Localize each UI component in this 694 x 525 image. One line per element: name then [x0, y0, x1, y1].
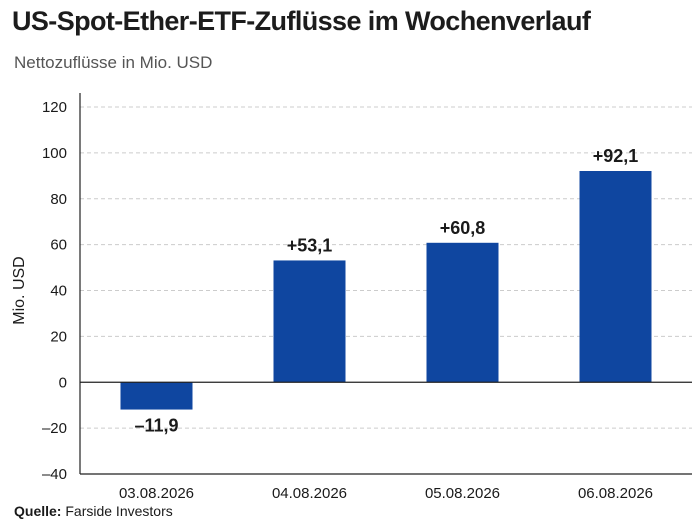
- source-note: Quelle: Farside Investors: [14, 503, 173, 519]
- y-tick-label: 20: [50, 328, 67, 345]
- x-tick-label: 06.08.2026: [578, 485, 653, 500]
- y-tick-label: 60: [50, 237, 67, 254]
- source-text: Farside Investors: [65, 503, 173, 519]
- bar: [120, 382, 193, 410]
- chart-subtitle: Nettozuflüsse in Mio. USD: [14, 53, 213, 72]
- bar: [579, 170, 652, 383]
- bar: [273, 260, 346, 383]
- y-tick-label: 40: [50, 283, 67, 300]
- y-tick-label: –40: [42, 466, 67, 483]
- x-tick-label: 04.08.2026: [272, 485, 347, 500]
- data-label: +60,8: [440, 218, 486, 238]
- bar: [426, 242, 499, 383]
- data-label: +53,1: [287, 235, 333, 255]
- y-tick-label: 80: [50, 191, 67, 208]
- x-tick-label: 05.08.2026: [425, 485, 500, 500]
- data-label: +92,1: [593, 146, 639, 166]
- chart-title: US-Spot-Ether-ETF-Zuflüsse im Wochenverl…: [12, 6, 591, 36]
- y-tick-label: 100: [42, 145, 67, 162]
- data-label: –11,9: [134, 416, 178, 436]
- y-tick-label: 0: [59, 374, 67, 391]
- y-tick-label: 120: [42, 99, 67, 116]
- bar-chart: –40 –20 0 20 40 60 80 100 120 Mio. USD –11,9 03.08.…: [11, 93, 692, 500]
- y-axis-label: Mio. USD: [11, 256, 28, 324]
- source-label: Quelle:: [14, 503, 62, 519]
- y-tick-label: –20: [42, 420, 67, 437]
- x-tick-label: 03.08.2026: [119, 485, 194, 500]
